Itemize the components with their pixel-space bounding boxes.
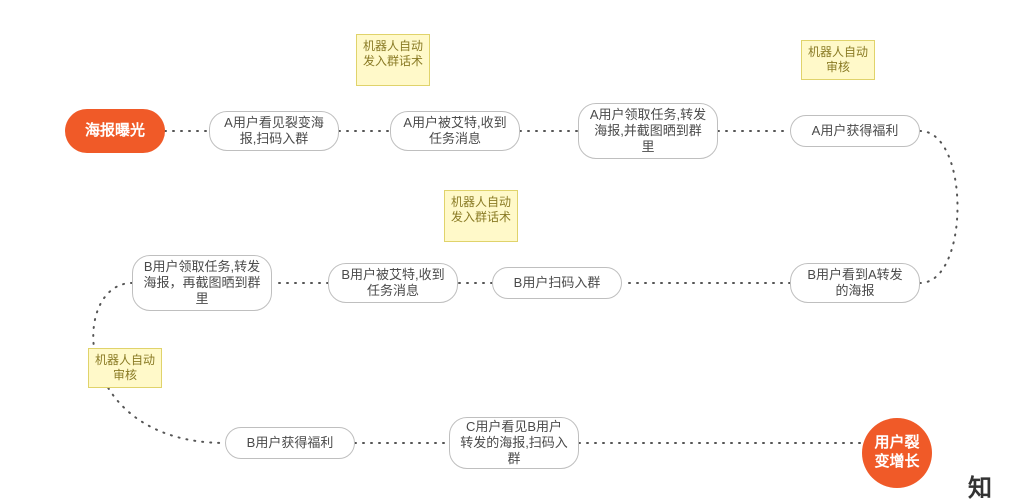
edge-a4-b4	[920, 131, 958, 283]
node-a2: A用户被艾特,收到任务消息	[390, 111, 520, 151]
node-b5: B用户获得福利	[225, 427, 355, 459]
node-c1: C用户看见B用户转发的海报,扫码入群	[449, 417, 579, 469]
node-a3: A用户领取任务,转发海报,并截图晒到群里	[578, 103, 718, 159]
node-b4: B用户看到A转发的海报	[790, 263, 920, 303]
note-n3: 机器人自动发入群话术	[444, 190, 518, 242]
watermark: 知	[968, 468, 991, 503]
note-n2: 机器人自动审核	[801, 40, 875, 80]
node-a1: A用户看见裂变海报,扫码入群	[209, 111, 339, 151]
node-b3: B用户扫码入群	[492, 267, 622, 299]
node-b1: B用户领取任务,转发海报，再截图晒到群里	[132, 255, 272, 311]
node-a4: A用户获得福利	[790, 115, 920, 147]
node-end: 用户裂变增长	[862, 418, 932, 488]
note-n1: 机器人自动发入群话术	[356, 34, 430, 86]
flowchart-canvas: 知 海报曝光 A用户看见裂变海报,扫码入群 A用户被艾特,收到任务消息 A用户领取任务…	[0, 0, 1025, 504]
note-n4: 机器人自动审核	[88, 348, 162, 388]
node-start: 海报曝光	[65, 109, 165, 153]
node-b2: B用户被艾特,收到任务消息	[328, 263, 458, 303]
